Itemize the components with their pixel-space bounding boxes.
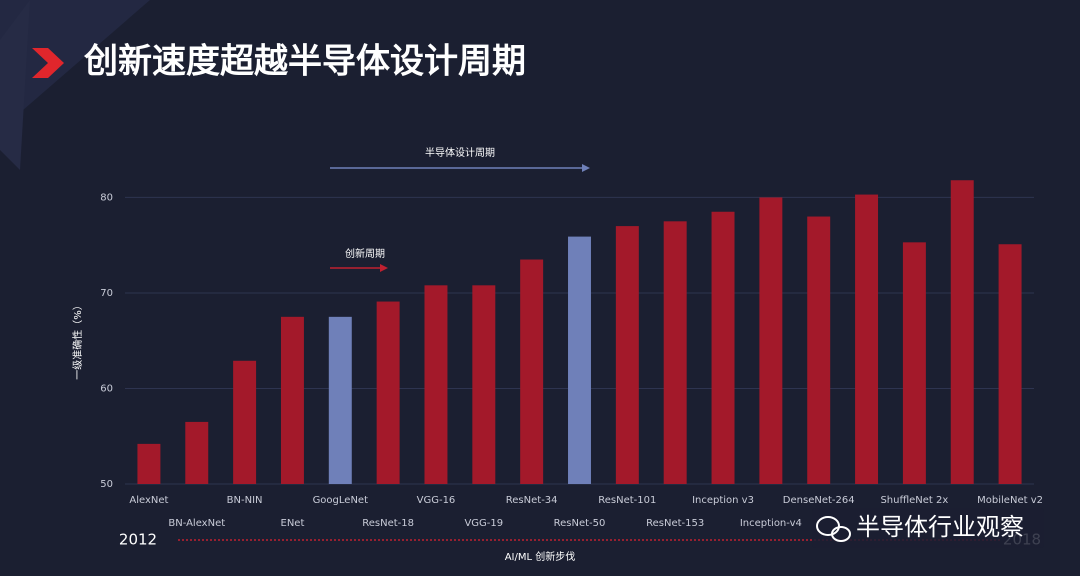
arrow-head [380, 264, 388, 272]
x-tick-label: VGG-16 [417, 495, 456, 506]
x-tick-label: VGG-19 [464, 518, 503, 529]
bar [663, 221, 687, 485]
bar [998, 244, 1022, 484]
x-tick-label: GoogLeNet [313, 495, 369, 506]
watermark-icon [816, 516, 840, 536]
y-tick-label: 80 [100, 192, 113, 203]
bar [568, 236, 591, 484]
y-tick-label: 60 [100, 383, 113, 394]
x-tick-label: AlexNet [129, 495, 168, 506]
annotation: 半导体设计周期 [425, 146, 495, 159]
x-tick-label: BN-NIN [227, 495, 263, 506]
bar [185, 421, 209, 484]
bar [280, 316, 304, 484]
x-tick-label: Inception v3 [692, 495, 754, 506]
title: 创新速度超越半导体设计周期 [83, 42, 526, 82]
bar [759, 197, 783, 484]
title-chevron [32, 48, 64, 78]
x-tick-label: ResNet-50 [554, 518, 606, 529]
x-tick-label: DenseNet-264 [783, 495, 855, 506]
y-axis-label: 一级准确性（%） [71, 300, 84, 380]
bar [472, 285, 496, 484]
bar [855, 194, 879, 484]
bar [376, 301, 400, 484]
bar [902, 242, 926, 484]
x-tick-label: ShuffleNet 2x [880, 495, 948, 506]
plot: 50 60 70 80 AlexNet BN-AlexNet BN-NIN ENet GoogL… [100, 180, 1043, 529]
bar [424, 285, 448, 484]
bar [950, 180, 974, 484]
y-tick-label: 50 [100, 479, 113, 490]
bar [615, 226, 639, 485]
x-tick-label: ResNet-34 [506, 495, 558, 506]
bar [328, 316, 352, 484]
x-tick-label: ENet [281, 518, 305, 529]
bar [137, 443, 161, 484]
x-tick-label: BN-AlexNet [168, 518, 225, 529]
x-tick-label: ResNet-153 [646, 518, 704, 529]
x-tick-label: Inception-v4 [740, 518, 802, 529]
watermark-bg [812, 508, 1044, 548]
arrow-head [582, 164, 590, 172]
x-tick-label: ResNet-101 [598, 495, 656, 506]
watermark-icon [831, 526, 851, 542]
bar [711, 211, 735, 484]
corner-decoration [0, 0, 30, 170]
x-tick-label: MobileNet v2 [977, 495, 1043, 506]
start-label: 2012 [119, 531, 157, 549]
annotation: 创新周期 [345, 247, 385, 260]
x-axis-label: AI/ML 创新步伐 [505, 550, 576, 563]
bar [520, 259, 544, 484]
bar [233, 360, 257, 484]
y-tick-label: 70 [100, 288, 113, 299]
x-tick-label: ResNet-18 [362, 518, 414, 529]
corner-decoration [0, 0, 150, 130]
bar [807, 216, 831, 485]
watermark: 半导体行业观察 [856, 513, 1024, 541]
